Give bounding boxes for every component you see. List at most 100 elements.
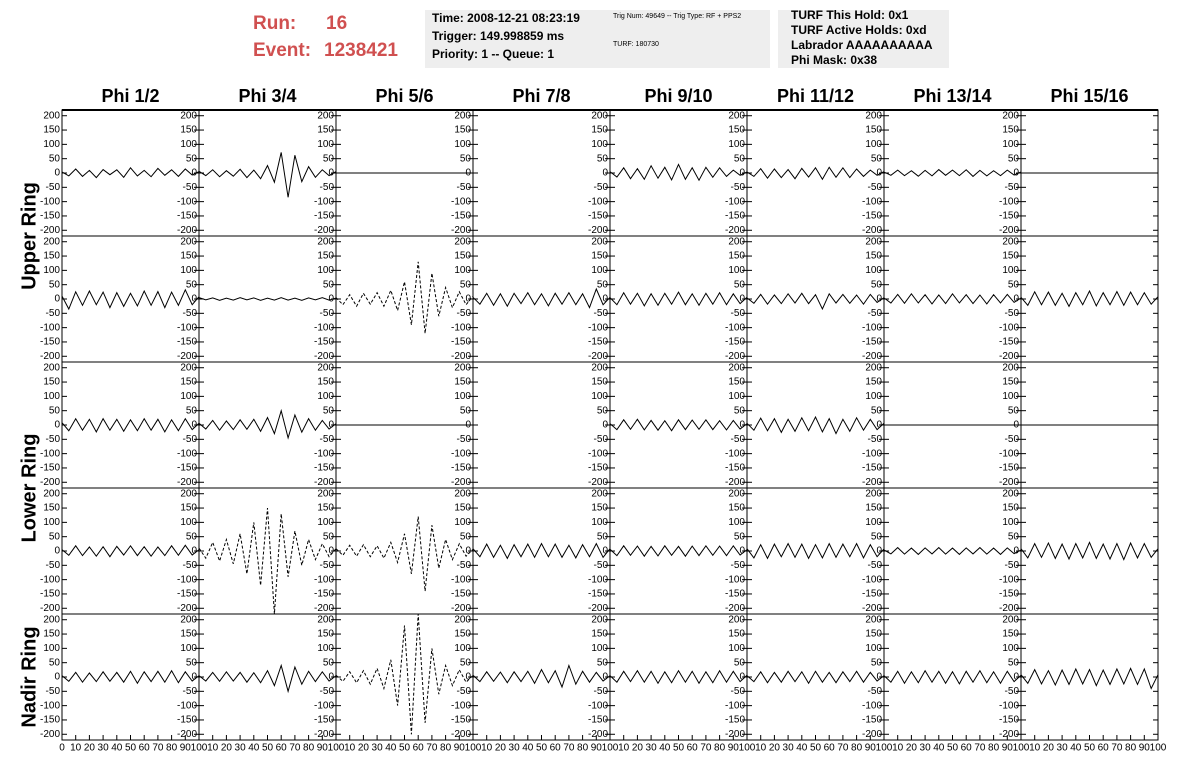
y-tick-label: -50	[868, 560, 883, 571]
y-tick-label: 100	[317, 643, 334, 654]
y-tick-label: 0	[739, 672, 745, 683]
y-tick-label: -50	[46, 560, 61, 571]
y-tick-label: -150	[177, 337, 197, 348]
x-tick-label: 90	[1002, 743, 1014, 754]
x-tick-label: 80	[166, 743, 178, 754]
y-tick-label: 50	[734, 279, 746, 290]
y-tick-label: -150	[40, 337, 60, 348]
y-tick-label: 150	[43, 251, 60, 262]
y-tick-label: -200	[451, 351, 471, 362]
x-tick-label: 70	[837, 743, 849, 754]
y-tick-label: 100	[865, 265, 882, 276]
turf-line: TURF Active Holds: 0xd	[791, 23, 927, 37]
y-tick-label: 150	[317, 377, 334, 388]
y-tick-label: 50	[597, 657, 609, 668]
y-tick-label: -200	[451, 729, 471, 740]
y-tick-label: -100	[314, 700, 334, 711]
x-tick-label: 40	[933, 743, 945, 754]
y-tick-label: 0	[1013, 168, 1019, 179]
y-tick-label: -200	[314, 351, 334, 362]
y-tick-label: -200	[862, 603, 882, 614]
x-tick-label: 40	[1070, 743, 1082, 754]
y-tick-label: 200	[454, 488, 471, 499]
y-tick-label: 0	[1013, 420, 1019, 431]
y-tick-label: 0	[191, 420, 197, 431]
x-tick-label: 100	[876, 743, 893, 754]
x-tick-label: 10	[1029, 743, 1041, 754]
y-tick-label: -200	[862, 351, 882, 362]
y-tick-label: 150	[317, 629, 334, 640]
y-tick-label: 150	[865, 377, 882, 388]
y-tick-label: 100	[180, 517, 197, 528]
y-tick-label: -200	[999, 225, 1019, 236]
y-tick-label: -50	[46, 182, 61, 193]
y-tick-label: 50	[460, 279, 472, 290]
y-tick-label: -100	[451, 700, 471, 711]
y-tick-label: -150	[999, 463, 1019, 474]
run-number: 16	[326, 13, 347, 34]
y-tick-label: 200	[454, 614, 471, 625]
y-tick-label: 200	[317, 488, 334, 499]
y-tick-label: 150	[865, 503, 882, 514]
y-tick-label: 200	[180, 488, 197, 499]
y-tick-label: 100	[1002, 643, 1019, 654]
y-tick-label: 200	[728, 236, 745, 247]
y-tick-label: 150	[728, 251, 745, 262]
y-tick-label: 150	[454, 629, 471, 640]
y-tick-label: 200	[43, 614, 60, 625]
x-tick-label: 90	[865, 743, 877, 754]
y-tick-label: 0	[465, 672, 471, 683]
y-tick-label: -50	[46, 308, 61, 319]
y-tick-label: 0	[876, 168, 882, 179]
y-tick-label: -200	[999, 351, 1019, 362]
y-tick-label: -100	[177, 448, 197, 459]
y-tick-label: -100	[725, 322, 745, 333]
y-tick-label: 200	[591, 488, 608, 499]
y-tick-label: -150	[177, 589, 197, 600]
x-tick-label: 100	[1150, 743, 1167, 754]
y-tick-label: 100	[591, 391, 608, 402]
y-tick-label: -50	[183, 434, 198, 445]
turf-line: Phi Mask: 0x38	[791, 53, 877, 67]
y-tick-label: 150	[317, 503, 334, 514]
y-tick-label: -100	[40, 700, 60, 711]
x-tick-label: 70	[152, 743, 164, 754]
y-tick-label: 50	[597, 153, 609, 164]
y-tick-label: -100	[725, 574, 745, 585]
y-tick-label: 0	[876, 420, 882, 431]
y-tick-label: -150	[862, 211, 882, 222]
x-tick-label: 70	[426, 743, 438, 754]
y-tick-label: -100	[314, 448, 334, 459]
y-tick-label: -50	[594, 434, 609, 445]
x-tick-label: 40	[385, 743, 397, 754]
x-tick-label: 80	[714, 743, 726, 754]
waveform	[335, 516, 474, 592]
y-tick-label: 0	[191, 168, 197, 179]
x-tick-label: 20	[221, 743, 233, 754]
y-tick-label: 50	[186, 657, 198, 668]
y-tick-label: 150	[591, 125, 608, 136]
x-tick-label: 60	[139, 743, 151, 754]
x-tick-label: 30	[509, 743, 521, 754]
y-tick-label: 100	[728, 139, 745, 150]
y-tick-label: -50	[46, 434, 61, 445]
x-tick-label: 20	[632, 743, 644, 754]
x-tick-label: 40	[111, 743, 123, 754]
turf-box	[778, 10, 949, 68]
y-tick-label: -100	[999, 322, 1019, 333]
y-tick-label: 50	[871, 657, 883, 668]
y-tick-label: 150	[591, 377, 608, 388]
run-label: Run:	[253, 13, 296, 34]
x-tick-label: 10	[481, 743, 493, 754]
y-tick-label: -100	[40, 196, 60, 207]
y-tick-label: 150	[43, 503, 60, 514]
y-tick-label: 200	[728, 488, 745, 499]
y-tick-label: 200	[180, 362, 197, 373]
waveform	[198, 297, 337, 301]
waveform	[61, 669, 200, 685]
y-tick-label: 200	[728, 362, 745, 373]
y-tick-label: 50	[1008, 657, 1020, 668]
y-tick-label: 0	[739, 168, 745, 179]
y-tick-label: 100	[591, 265, 608, 276]
